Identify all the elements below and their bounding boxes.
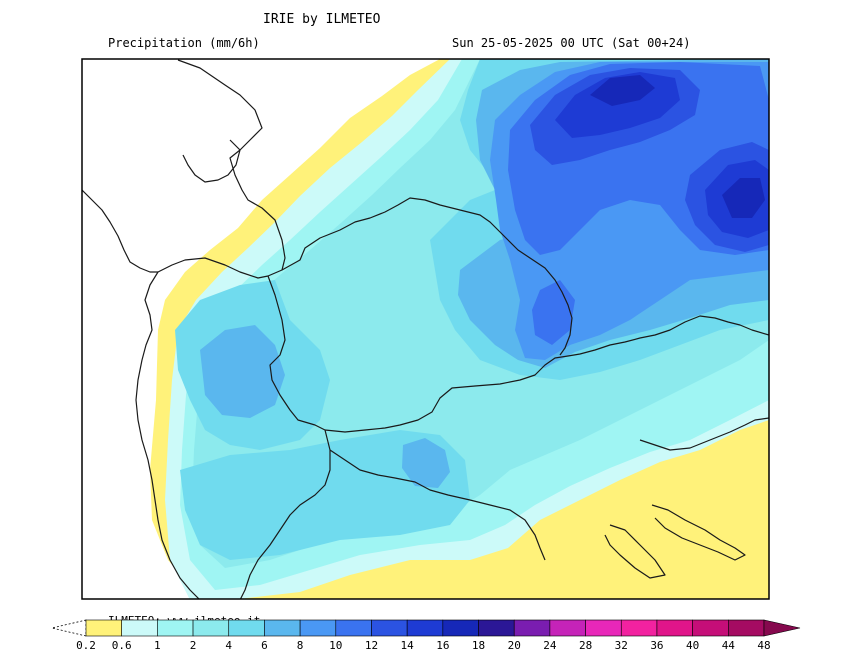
legend-swatch <box>371 619 408 637</box>
border-north-inlet <box>182 139 241 183</box>
legend-swatch <box>85 619 122 637</box>
country-borders <box>82 59 769 599</box>
legend-tick-label: 28 <box>579 639 592 652</box>
legend-scale: 0.2 0.6 1 2 4 6 8 10 12 14 16 18 20 24 28 32 36 40 44 48 <box>51 619 801 652</box>
variable-label: Precipitation (mm/6h) <box>108 36 260 50</box>
legend-swatch <box>264 619 301 637</box>
legend-tick-label: 24 <box>543 639 557 652</box>
border-greece <box>329 449 546 561</box>
precipitation-legend: 0.2 0.6 1 2 4 6 8 10 12 14 16 18 20 24 28 32 36 40 44 48 <box>51 619 801 652</box>
border-albania-macedonia <box>239 275 331 599</box>
legend-tick-label: 18 <box>472 639 485 652</box>
precip-band-16-north <box>590 75 655 106</box>
legend-low-arrow <box>51 619 87 637</box>
precipitation-field <box>82 59 769 599</box>
legend-tick-label: 16 <box>436 639 449 652</box>
legend-swatch <box>513 619 551 637</box>
legend-tick-label: 12 <box>365 639 378 652</box>
legend-tick-label: 44 <box>722 639 736 652</box>
legend-tick-label: 10 <box>329 639 342 652</box>
legend-swatch <box>478 619 515 637</box>
border-macedonia-bulgaria <box>324 315 769 433</box>
legend-tick-label: 6 <box>261 639 268 652</box>
precipitation-map <box>81 58 770 600</box>
legend-swatch <box>157 619 194 637</box>
legend-tick-label: 0.6 <box>112 639 132 652</box>
precip-band-6-west <box>200 325 285 418</box>
legend-tick-label: 14 <box>401 639 415 652</box>
legend-tick-label: 32 <box>615 639 628 652</box>
legend-tick-label: 1 <box>154 639 161 652</box>
legend-swatch <box>442 619 479 637</box>
legend-swatch <box>728 619 765 637</box>
legend-tick-label: 8 <box>297 639 304 652</box>
legend-tick-label: 48 <box>757 639 770 652</box>
precip-band-6-south <box>402 438 450 488</box>
legend-tick-label: 0.2 <box>76 639 96 652</box>
coastline-aegean <box>639 417 769 451</box>
legend-swatch <box>121 619 158 637</box>
legend-tick-label: 40 <box>686 639 699 652</box>
legend-swatch <box>620 619 658 637</box>
map-frame <box>81 58 770 600</box>
map-title: IRIE by ILMETEO <box>263 12 381 27</box>
legend-swatch <box>335 619 372 637</box>
legend-tick-label: 4 <box>225 639 232 652</box>
legend-tick-label: 20 <box>508 639 521 652</box>
legend-swatch <box>692 619 729 637</box>
precip-band-4-south <box>180 430 470 560</box>
legend-swatch <box>549 619 586 637</box>
precip-band-16-east <box>722 178 765 218</box>
legend-swatch <box>656 619 693 637</box>
coastline-chalkidiki <box>604 524 666 579</box>
legend-swatch <box>585 619 622 637</box>
valid-time-label: Sun 25-05-2025 00 UTC (Sat 00+24) <box>452 36 691 50</box>
legend-swatch <box>406 619 444 637</box>
coastline-west <box>135 59 286 599</box>
legend-tick-label: 36 <box>650 639 663 652</box>
legend-swatch <box>299 619 337 637</box>
legend-swatch <box>228 619 265 637</box>
legend-swatch <box>192 619 230 637</box>
coastline-north <box>82 189 158 273</box>
legend-tick-label: 2 <box>190 639 197 652</box>
coastline-peninsula <box>651 504 746 561</box>
legend-high-arrow <box>763 619 801 637</box>
border-serbia-kosovo <box>281 197 573 356</box>
